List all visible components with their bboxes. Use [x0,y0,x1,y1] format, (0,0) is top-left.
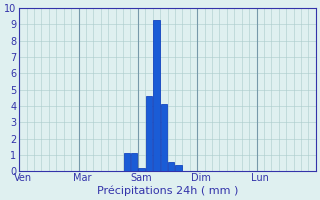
Bar [124,153,130,171]
Bar [131,153,137,171]
Bar [146,96,152,171]
Bar [153,20,160,171]
Bar [175,165,182,171]
Bar [139,168,145,171]
Bar [168,162,174,171]
Bar [161,104,167,171]
X-axis label: Précipitations 24h ( mm ): Précipitations 24h ( mm ) [97,185,238,196]
